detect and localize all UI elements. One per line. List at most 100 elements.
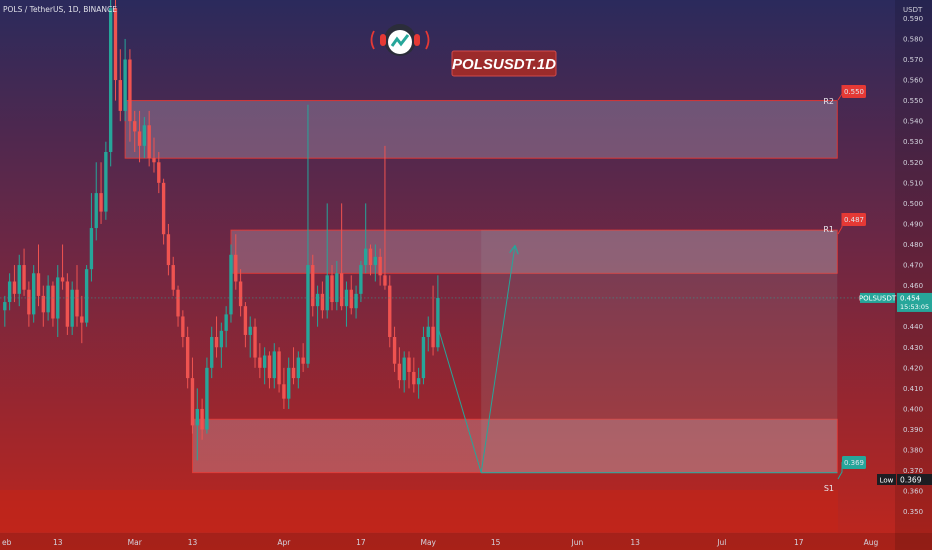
price-tick: 0.490 <box>903 220 923 228</box>
candle-body <box>104 152 108 212</box>
time-tick: 13 <box>53 538 63 547</box>
candle-body <box>224 314 228 331</box>
current-price-tag[interactable]: POLSUSDT 0.454 15:53:05 <box>859 292 932 312</box>
candle-body <box>94 193 98 229</box>
price-projection <box>437 247 515 473</box>
candle-body <box>368 248 373 266</box>
current-price-symbol: POLSUSDT <box>859 294 897 302</box>
watermark-badge: POLSUSDT.1D <box>451 50 557 77</box>
candle-body <box>320 293 325 311</box>
current-price-value: 0.454 <box>900 294 921 302</box>
candle-body <box>335 273 339 303</box>
candle-body <box>195 408 199 426</box>
candle-body <box>392 337 397 364</box>
candle-body <box>133 121 137 132</box>
time-tick: Apr <box>277 538 291 547</box>
candle-body <box>166 234 171 266</box>
candle-body <box>407 357 411 372</box>
candle-body <box>161 182 166 235</box>
time-tick: Jun <box>571 538 584 547</box>
time-tick: 17 <box>794 538 804 547</box>
candle-body <box>301 357 305 364</box>
price-tick: 0.560 <box>903 77 923 85</box>
candle-body <box>364 248 368 266</box>
price-scale: 0.590 0.580 0.570 0.560 0.550 0.540 0.530 0.520… <box>903 15 923 516</box>
current-price-countdown: 15:53:05 <box>900 303 929 311</box>
candlesticks <box>3 0 440 461</box>
time-scale-panel[interactable] <box>0 533 932 550</box>
level-s1[interactable]: 0.369 S1 <box>824 456 866 493</box>
candle-body <box>378 256 382 276</box>
candle-body <box>248 326 252 335</box>
candle-body <box>60 277 65 282</box>
candle-body <box>185 337 190 379</box>
candle-body <box>46 285 50 313</box>
price-tick: 0.570 <box>903 56 923 64</box>
zone-r2[interactable] <box>124 100 838 159</box>
price-tick: 0.500 <box>903 200 923 208</box>
candle-body <box>41 295 45 313</box>
price-tick: 0.440 <box>903 323 923 331</box>
candle-body <box>359 265 363 294</box>
level-r1[interactable]: 0.487 R1 <box>823 213 866 235</box>
price-tick: 0.380 <box>903 447 923 455</box>
candle-body <box>27 289 31 315</box>
candle-body <box>36 273 41 296</box>
level-r1-label: R1 <box>823 225 834 234</box>
candle-body <box>84 269 89 323</box>
candle-body <box>243 306 248 335</box>
price-tick: 0.590 <box>903 15 923 23</box>
low-price-tag[interactable]: Low 0.369 <box>877 474 932 485</box>
time-tick: eb <box>2 538 12 547</box>
level-r2[interactable]: 0.550 R2 <box>823 85 866 106</box>
price-tick: 0.360 <box>903 488 923 496</box>
time-tick: Mar <box>128 538 143 547</box>
candle-body <box>123 59 127 111</box>
level-r2-label: R2 <box>823 97 834 106</box>
candle-body <box>12 281 17 294</box>
candle-body <box>113 8 118 81</box>
candle-body <box>210 337 214 368</box>
level-r1-price: 0.487 <box>844 216 864 224</box>
candle-body <box>397 363 402 381</box>
time-tick: 15 <box>491 538 501 547</box>
price-tick: 0.550 <box>903 97 923 105</box>
time-tick: Aug <box>864 538 879 547</box>
price-tick: 0.410 <box>903 385 923 393</box>
candle-body <box>311 265 315 307</box>
price-tick: 0.480 <box>903 241 923 249</box>
candle-body <box>431 326 435 348</box>
time-tick: May <box>420 538 436 547</box>
projection-arrow[interactable] <box>437 247 515 473</box>
candle-body <box>416 378 421 385</box>
time-scale: eb 13 Mar 13 Apr 17 May 15 Jun 13 Jul 17 Aug <box>2 538 878 547</box>
candle-body <box>142 125 147 146</box>
headphones-mascot-icon <box>370 24 430 56</box>
candle-body <box>258 357 262 368</box>
candle-body <box>315 293 320 307</box>
price-scale-panel[interactable] <box>895 0 932 550</box>
candle-body <box>238 281 243 307</box>
candle-body <box>157 162 161 183</box>
time-tick: 13 <box>630 538 640 547</box>
candle-body <box>272 351 276 379</box>
candle-body <box>152 158 156 163</box>
price-tick: 0.400 <box>903 405 923 413</box>
support-resistance-zones <box>124 100 838 474</box>
candle-body <box>190 378 195 426</box>
candle-body <box>267 355 272 379</box>
candle-body <box>426 326 430 337</box>
price-tick: 0.520 <box>903 159 923 167</box>
candle-body <box>229 254 233 315</box>
candle-body <box>354 293 358 309</box>
candle-body <box>306 265 310 364</box>
zone-s1[interactable] <box>192 418 838 474</box>
price-tick: 0.580 <box>903 35 923 43</box>
candle-body <box>181 316 185 337</box>
candle-body <box>296 357 301 379</box>
candle-body <box>147 125 151 159</box>
candle-body <box>89 228 94 270</box>
